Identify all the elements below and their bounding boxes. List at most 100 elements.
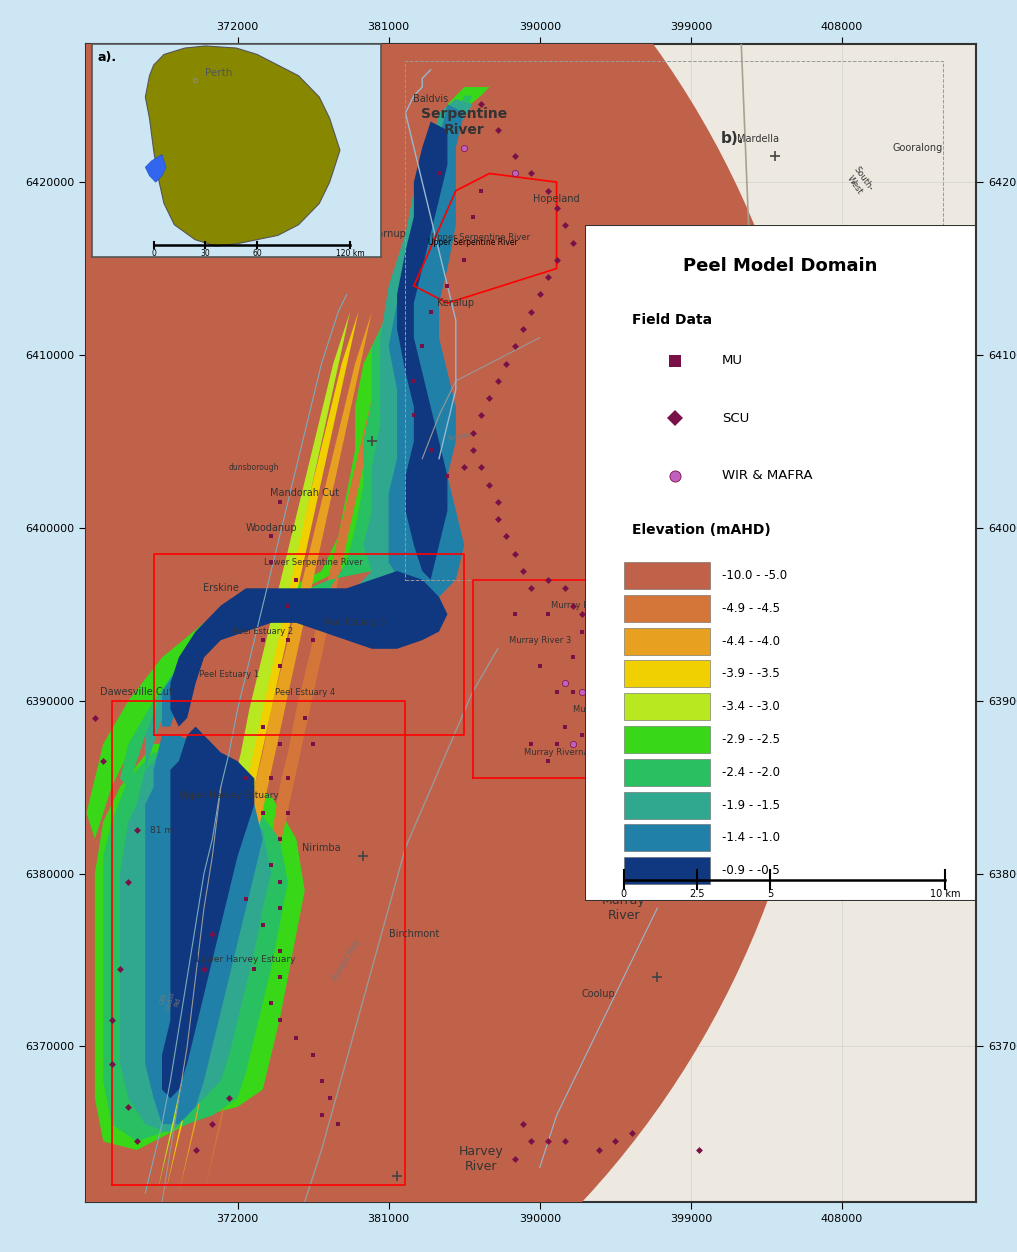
Text: Dawesville Cut: Dawesville Cut [101,687,173,697]
Text: Upper Serpentine River: Upper Serpentine River [431,233,531,242]
Text: 224 m: 224 m [761,402,789,412]
Text: 0: 0 [620,889,627,899]
Text: Harvey
River: Harvey River [459,1144,503,1173]
Polygon shape [120,95,473,788]
Text: Murray River 3: Murray River 3 [508,636,571,645]
Polygon shape [86,44,355,1202]
Text: Serpentine
National
Park: Serpentine National Park [865,269,919,303]
Text: -4.4 - -4.0: -4.4 - -4.0 [722,635,780,647]
Bar [624,660,710,687]
Text: -0.9 - -0.5: -0.9 - -0.5 [722,864,780,878]
Text: b).: b). [721,131,744,146]
Text: 2.5: 2.5 [690,889,705,899]
Bar [624,759,710,786]
Text: Murray Riverna: Murray Riverna [524,747,589,757]
Text: Lower Serpentine River: Lower Serpentine River [263,558,362,567]
Polygon shape [120,752,272,1133]
Text: Peel Estuary 4: Peel Estuary 4 [275,687,335,696]
Text: Karnup: Karnup [371,229,406,239]
Text: 30: 30 [200,249,211,258]
Text: -2.9 - -2.5: -2.9 - -2.5 [722,732,780,746]
Polygon shape [179,312,372,1193]
Text: Myara: Myara [878,428,907,438]
Polygon shape [145,46,340,245]
Polygon shape [171,571,447,726]
Text: Upper Harvey Estuary: Upper Harvey Estuary [179,791,279,800]
Text: Nirimba: Nirimba [302,843,341,853]
Text: Mandorah Cut: Mandorah Cut [271,488,340,498]
Text: Peel Estuary 1: Peel Estuary 1 [199,670,259,680]
Text: 60: 60 [252,249,262,258]
Text: SCU: SCU [722,412,750,424]
Text: Erskine: Erskine [202,583,239,593]
Text: 5: 5 [767,889,773,899]
Text: Old
Coast
Rd: Old Coast Rd [159,989,183,1013]
Bar [624,694,710,720]
Bar [624,595,710,622]
Circle shape [0,0,825,1252]
Bar [624,858,710,884]
Text: -2.4 - -2.0: -2.4 - -2.0 [722,766,780,779]
Text: WIR & MAFRA: WIR & MAFRA [722,470,813,482]
Text: -1.4 - -1.0: -1.4 - -1.0 [722,831,780,844]
Text: Peel Estuary 2: Peel Estuary 2 [233,627,293,636]
Text: Peel Estuary 3: Peel Estuary 3 [325,618,385,627]
Polygon shape [145,735,262,1124]
Text: -4.9 - -4.5: -4.9 - -4.5 [722,602,780,615]
Polygon shape [145,99,473,770]
Text: Oakley: Oakley [657,739,691,749]
Polygon shape [145,154,166,182]
Polygon shape [162,726,254,1098]
Text: South-
West: South- West [843,165,875,199]
Text: Murray
River: Murray River [602,894,646,921]
Bar [624,726,710,752]
Text: Gooralong: Gooralong [893,143,943,153]
Text: Mardella: Mardella [737,134,779,144]
Text: 81 m: 81 m [151,826,174,835]
Polygon shape [86,88,489,839]
Bar [624,627,710,655]
Text: Baldvis: Baldvis [413,94,448,104]
Text: Murray River 2: Murray River 2 [635,654,697,662]
Polygon shape [162,104,464,726]
Text: -3.4 - -3.0: -3.4 - -3.0 [722,700,780,714]
Text: Keysbrook: Keysbrook [767,342,817,352]
Text: 20: 20 [755,304,766,314]
Polygon shape [157,312,350,1193]
Text: Keralup: Keralup [437,298,474,308]
Text: Lakes Rd: Lakes Rd [623,437,658,446]
Text: a).: a). [98,51,117,64]
Text: -3.9 - -3.5: -3.9 - -3.5 [722,667,780,680]
Text: Peel Model Domain: Peel Model Domain [683,257,878,275]
Text: Nambeetup: Nambeetup [679,462,736,472]
Text: Field Data: Field Data [632,313,712,327]
Text: Woodanup: Woodanup [245,523,297,533]
Polygon shape [166,312,358,1193]
Text: -1.9 - -1.5: -1.9 - -1.5 [722,799,780,811]
Text: Elevation (mAHD): Elevation (mAHD) [632,522,771,537]
Text: Lower Harvey Estuary: Lower Harvey Estuary [196,955,296,964]
Text: Murray River 1b: Murray River 1b [574,705,641,714]
Text: 120 km: 120 km [336,249,365,258]
Text: Murray River 4: Murray River 4 [550,601,613,610]
Polygon shape [204,312,397,1193]
Text: 10 km: 10 km [930,889,960,899]
Text: Twinana...: Twinana... [446,431,482,442]
Text: 0: 0 [152,249,156,258]
Text: Forrest Hwy: Forrest Hwy [332,938,362,982]
Polygon shape [95,744,305,1151]
Text: -10.0 - -5.0: -10.0 - -5.0 [722,570,787,582]
Polygon shape [104,752,288,1142]
Text: Birchmont: Birchmont [388,929,439,939]
Text: Upper Serpentine River: Upper Serpentine River [428,238,518,247]
Text: dunsborough: dunsborough [229,463,280,472]
Text: Hopeland: Hopeland [533,194,580,204]
Text: Perth: Perth [205,68,233,78]
Text: Serpentine
River: Serpentine River [421,106,507,136]
Bar [624,562,710,590]
Text: Coolup: Coolup [582,989,615,999]
Bar [624,791,710,819]
Text: MU: MU [722,354,742,367]
Bar [624,824,710,851]
Polygon shape [397,121,447,580]
